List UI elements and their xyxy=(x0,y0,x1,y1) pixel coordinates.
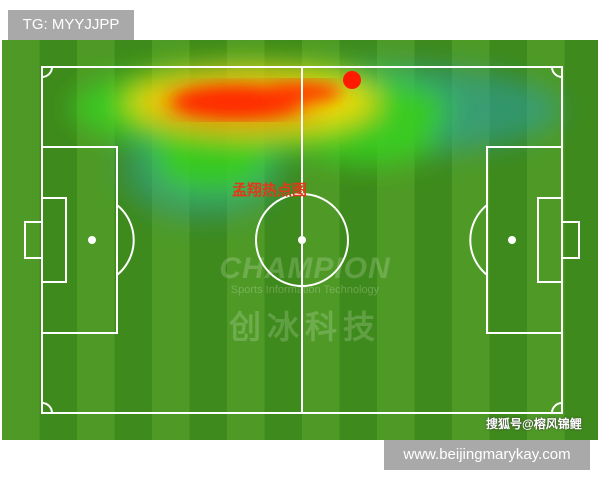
heatmap xyxy=(72,63,562,220)
overlay-tag: TG: MYYJJPP xyxy=(8,10,134,40)
pitch-stripe xyxy=(2,40,40,440)
website-banner: www.beijingmarykay.com xyxy=(384,440,590,470)
watermark-brand: CHAMPION xyxy=(219,252,391,285)
heatmap-label: 孟翔热点图 xyxy=(232,182,308,199)
football-pitch-heatmap xyxy=(2,40,598,440)
source-credit: 搜狐号@榕风锦鲤 xyxy=(486,417,582,431)
heat-peak xyxy=(343,71,361,89)
watermark-chinese: 创冰科技 xyxy=(228,309,381,345)
watermark-tagline: Sports Information Technology xyxy=(230,284,380,296)
pitch-lines xyxy=(24,66,580,414)
right-penalty-spot xyxy=(508,236,516,244)
left-penalty-spot xyxy=(88,236,96,244)
center-spot xyxy=(298,236,306,244)
